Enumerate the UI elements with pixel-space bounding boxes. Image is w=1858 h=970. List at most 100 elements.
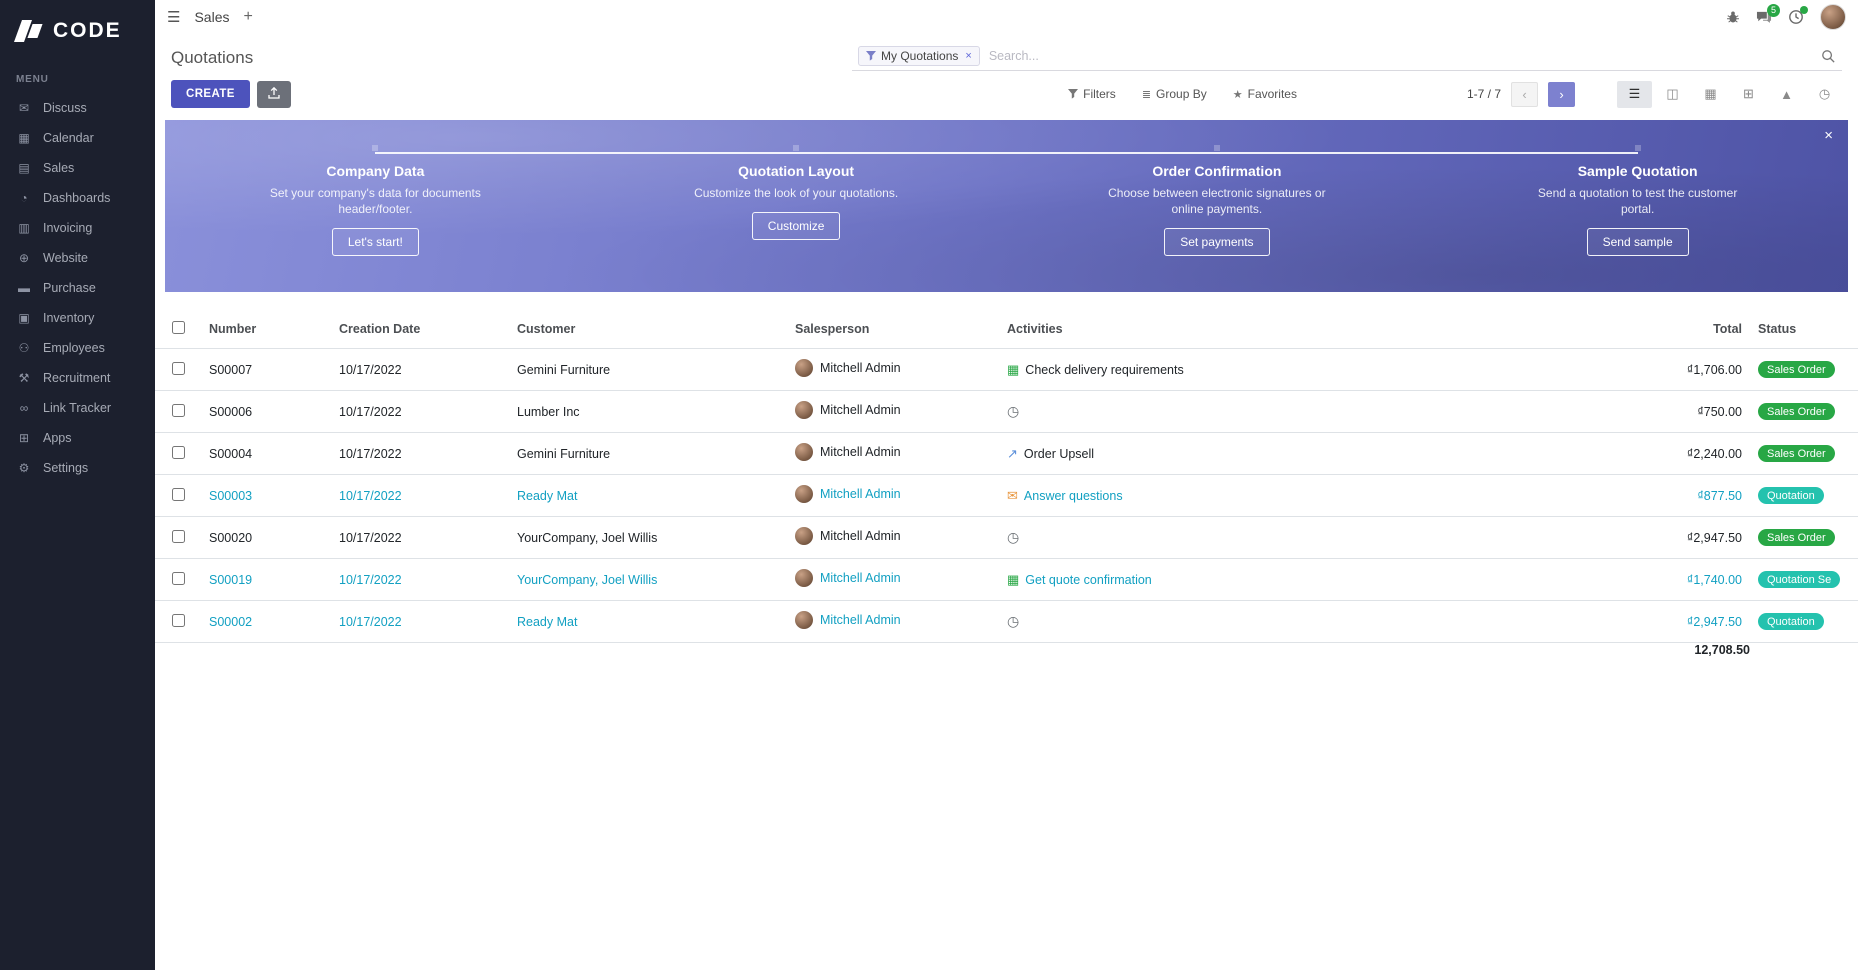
step-button-sample-quotation[interactable]: Send sample [1586, 228, 1689, 257]
footer-total: 12,708.50 [1570, 642, 1750, 657]
cell-creation-date: 10/17/2022 [331, 558, 509, 601]
col-creation-date[interactable]: Creation Date [339, 322, 421, 336]
col-customer[interactable]: Customer [517, 322, 576, 336]
topbar: ☰ Sales + 5 [155, 0, 1858, 34]
pager-previous-button[interactable]: ‹ [1511, 81, 1538, 107]
messages-icon[interactable]: 5 [1756, 3, 1780, 25]
table-row[interactable]: S00003 10/17/2022 Ready Mat Mitchell Admin ✉… [155, 474, 1858, 517]
sidebar-item-sales[interactable]: ▤ Sales [0, 153, 155, 183]
search-input[interactable] [985, 46, 1815, 66]
hamburger-menu-icon[interactable]: ☰ [167, 9, 181, 26]
cell-salesperson: Mitchell Admin [787, 474, 999, 517]
view-pivot-icon[interactable]: ⊞ [1743, 86, 1754, 101]
bug-icon[interactable] [1726, 10, 1740, 24]
cell-salesperson: Mitchell Admin [787, 558, 999, 601]
current-app-name[interactable]: Sales [194, 9, 230, 25]
sidebar-item-dashboards[interactable]: ◔ Dashboards [0, 183, 155, 213]
sidebar-item-inventory[interactable]: ▣ Inventory [0, 303, 155, 333]
step-button-company-data[interactable]: Let's start! [331, 228, 419, 257]
table-row[interactable]: S00002 10/17/2022 Ready Mat Mitchell Admin ◷… [155, 600, 1858, 643]
sidebar-item-employees[interactable]: ⚇ Employees [0, 333, 155, 363]
remove-filter-icon[interactable]: × [965, 50, 972, 62]
step-button-order-confirmation[interactable]: Set payments [1164, 228, 1270, 257]
step-button-quotation-layout[interactable]: Customize [751, 212, 841, 241]
status-badge: Sales Order [1758, 361, 1835, 378]
col-salesperson[interactable]: Salesperson [795, 322, 870, 336]
activity-label: Check delivery requirements [1025, 362, 1184, 377]
export-button[interactable] [256, 80, 291, 108]
create-button[interactable]: CREATE [171, 80, 250, 108]
table-row[interactable]: S00020 10/17/2022 YourCompany, Joel Willis… [155, 516, 1858, 559]
cell-activities[interactable]: ▦ Check delivery requirements [999, 348, 1570, 391]
search-bar[interactable]: My Quotations × [852, 44, 1842, 71]
favorites-button[interactable]: ★ Favorites [1232, 87, 1297, 101]
search-filter-chip[interactable]: My Quotations × [858, 46, 980, 66]
cell-activities[interactable]: ◷ [999, 390, 1570, 433]
link-tracker-icon: ∞ [19, 401, 29, 415]
app-logo[interactable]: CODE [0, 0, 155, 62]
select-all-checkbox[interactable] [171, 321, 185, 334]
view-list-icon[interactable]: ☰ [1617, 80, 1652, 108]
cell-customer: Lumber Inc [509, 390, 787, 433]
cell-activities[interactable]: ✉ Answer questions [999, 474, 1570, 517]
table-row[interactable]: S00007 10/17/2022 Gemini Furniture Mitchell… [155, 348, 1858, 391]
row-checkbox[interactable] [171, 487, 185, 501]
pager-next-button[interactable]: › [1548, 81, 1575, 107]
col-total[interactable]: Total [1713, 322, 1742, 336]
view-activity-icon[interactable]: ◷ [1818, 86, 1831, 101]
sidebar-item-recruitment[interactable]: ⚒ Recruitment [0, 363, 155, 393]
table-row[interactable]: S00004 10/17/2022 Gemini Furniture Mitchell… [155, 432, 1858, 475]
sidebar-item-link-tracker[interactable]: ∞ Link Tracker [0, 393, 155, 423]
view-kanban-icon[interactable]: ◫ [1666, 86, 1679, 101]
row-checkbox[interactable] [171, 403, 185, 417]
sidebar-item-discuss[interactable]: ✉ Discuss [0, 93, 155, 123]
sidebar-item-calendar[interactable]: ▦ Calendar [0, 123, 155, 153]
cell-activities[interactable]: ◷ [999, 600, 1570, 643]
col-number[interactable]: Number [209, 322, 257, 336]
group-by-icon: ≣ [1141, 88, 1152, 101]
row-checkbox[interactable] [171, 613, 185, 627]
status-badge: Sales Order [1758, 529, 1835, 546]
search-icon[interactable] [1821, 49, 1836, 64]
cell-salesperson: Mitchell Admin [787, 348, 999, 391]
view-graph-icon[interactable]: ▲ [1780, 86, 1793, 102]
row-checkbox[interactable] [171, 529, 185, 543]
col-status[interactable]: Status [1758, 322, 1797, 336]
user-avatar[interactable] [1820, 4, 1846, 30]
row-checkbox[interactable] [171, 571, 185, 585]
activity-label: Order Upsell [1023, 446, 1095, 461]
row-checkbox[interactable] [171, 445, 185, 459]
control-panel: Quotations My Quotations × CREATE [155, 34, 1858, 116]
sidebar-item-invoicing[interactable]: ▥ Invoicing [0, 213, 155, 243]
sidebar-item-label: Apps [43, 431, 72, 445]
recruitment-icon: ⚒ [18, 371, 30, 385]
discuss-icon: ✉ [18, 101, 30, 115]
cell-activities[interactable]: ◷ [999, 516, 1570, 559]
logo-icon [13, 20, 44, 42]
group-by-button[interactable]: ≣ Group By [1141, 87, 1207, 101]
sidebar-item-purchase[interactable]: ▬ Purchase [0, 273, 155, 303]
table-row[interactable]: S00006 10/17/2022 Lumber Inc Mitchell Admin… [155, 390, 1858, 433]
row-checkbox[interactable] [171, 361, 185, 375]
sidebar-item-website[interactable]: ⊕ Website [0, 243, 155, 273]
add-tab-icon[interactable]: + [243, 8, 253, 25]
cell-activities[interactable]: ↗ Order Upsell [999, 432, 1570, 475]
col-activities[interactable]: Activities [1007, 322, 1063, 336]
onboarding-banner: × Company Data Set your company's data fo… [165, 120, 1848, 292]
table-row[interactable]: S00019 10/17/2022 YourCompany, Joel Willis… [155, 558, 1858, 601]
activities-clock-icon[interactable] [1788, 6, 1808, 25]
purchase-icon: ▬ [18, 281, 30, 295]
filters-button[interactable]: Filters [1068, 87, 1116, 101]
sidebar-item-settings[interactable]: ⚙ Settings [0, 453, 155, 483]
salesperson-avatar [795, 401, 813, 419]
salesperson-avatar [795, 569, 813, 587]
salesperson-avatar [795, 443, 813, 461]
cell-number: S00006 [201, 390, 331, 433]
sidebar-item-apps[interactable]: ⊞ Apps [0, 423, 155, 453]
activity-tasks-icon: ▦ [1007, 571, 1020, 587]
banner-close-icon[interactable]: × [1824, 127, 1833, 144]
view-calendar-icon[interactable]: ▦ [1704, 86, 1717, 101]
cell-activities[interactable]: ▦ Get quote confirmation [999, 558, 1570, 601]
activity-clock-icon: ◷ [1007, 529, 1020, 545]
sidebar: CODE MENU ✉ Discuss ▦ Calendar ▤ Sales ◔ Dashbo… [0, 0, 155, 970]
